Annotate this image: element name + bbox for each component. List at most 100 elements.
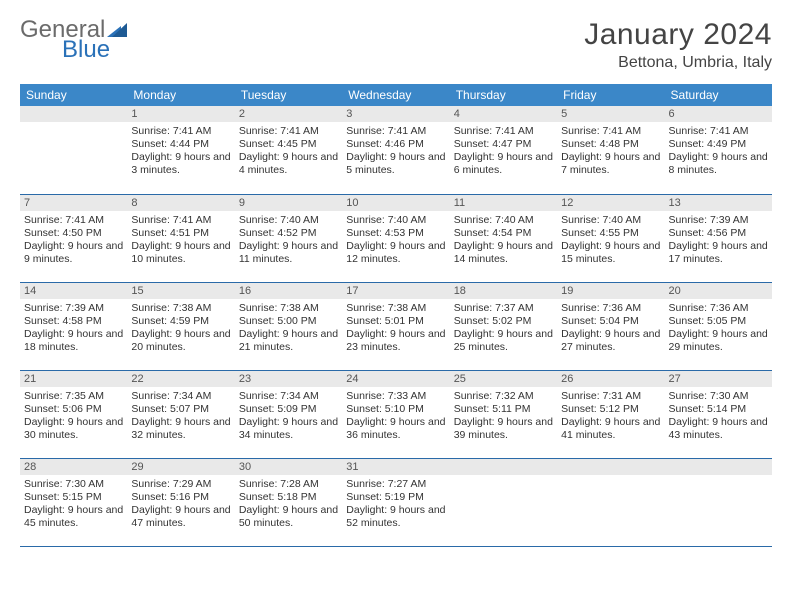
calendar-cell: 23Sunrise: 7:34 AMSunset: 5:09 PMDayligh… [235,370,342,458]
cell-body: Sunrise: 7:31 AMSunset: 5:12 PMDaylight:… [557,387,664,447]
day-number: 16 [235,283,342,299]
cell-line: Sunset: 5:12 PM [561,403,660,416]
cell-line: Sunrise: 7:40 AM [454,214,553,227]
cell-line: Daylight: 9 hours and 50 minutes. [239,504,338,530]
calendar-cell: 14Sunrise: 7:39 AMSunset: 4:58 PMDayligh… [20,282,127,370]
day-number: 24 [342,371,449,387]
cell-line: Sunset: 4:44 PM [131,138,230,151]
calendar-cell [557,458,664,546]
day-header: Friday [557,84,664,106]
calendar-cell: 18Sunrise: 7:37 AMSunset: 5:02 PMDayligh… [450,282,557,370]
cell-line: Sunset: 4:59 PM [131,315,230,328]
day-header: Sunday [20,84,127,106]
cell-line: Sunset: 5:02 PM [454,315,553,328]
cell-line: Sunset: 4:47 PM [454,138,553,151]
day-header: Tuesday [235,84,342,106]
calendar-cell: 17Sunrise: 7:38 AMSunset: 5:01 PMDayligh… [342,282,449,370]
cell-body: Sunrise: 7:32 AMSunset: 5:11 PMDaylight:… [450,387,557,447]
calendar-week-row: 28Sunrise: 7:30 AMSunset: 5:15 PMDayligh… [20,458,772,546]
cell-body: Sunrise: 7:41 AMSunset: 4:44 PMDaylight:… [127,122,234,182]
day-number: 26 [557,371,664,387]
calendar-body: 1Sunrise: 7:41 AMSunset: 4:44 PMDaylight… [20,106,772,546]
cell-line: Daylight: 9 hours and 18 minutes. [24,328,123,354]
calendar-cell: 27Sunrise: 7:30 AMSunset: 5:14 PMDayligh… [665,370,772,458]
day-number [20,106,127,122]
cell-line: Sunrise: 7:34 AM [131,390,230,403]
cell-line: Daylight: 9 hours and 41 minutes. [561,416,660,442]
cell-body: Sunrise: 7:38 AMSunset: 5:01 PMDaylight:… [342,299,449,359]
cell-line: Sunset: 4:58 PM [24,315,123,328]
cell-body: Sunrise: 7:34 AMSunset: 5:07 PMDaylight:… [127,387,234,447]
day-number: 4 [450,106,557,122]
cell-body: Sunrise: 7:41 AMSunset: 4:51 PMDaylight:… [127,211,234,271]
calendar-cell: 24Sunrise: 7:33 AMSunset: 5:10 PMDayligh… [342,370,449,458]
day-number: 29 [127,459,234,475]
day-number: 6 [665,106,772,122]
cell-line: Daylight: 9 hours and 39 minutes. [454,416,553,442]
cell-line: Sunset: 5:09 PM [239,403,338,416]
cell-line: Sunset: 5:00 PM [239,315,338,328]
calendar-cell: 3Sunrise: 7:41 AMSunset: 4:46 PMDaylight… [342,106,449,194]
cell-line: Daylight: 9 hours and 27 minutes. [561,328,660,354]
calendar-cell: 8Sunrise: 7:41 AMSunset: 4:51 PMDaylight… [127,194,234,282]
cell-line: Sunset: 5:16 PM [131,491,230,504]
cell-line: Daylight: 9 hours and 34 minutes. [239,416,338,442]
calendar-cell: 30 Sunrise: 7:28 AMSunset: 5:18 PMDayligh… [235,458,342,546]
day-number: 22 [127,371,234,387]
calendar-cell: 31Sunrise: 7:27 AMSunset: 5:19 PMDayligh… [342,458,449,546]
day-number: 7 [20,195,127,211]
cell-body: Sunrise: 7:39 AMSunset: 4:58 PMDaylight:… [20,299,127,359]
cell-line: Sunset: 5:04 PM [561,315,660,328]
day-number: 27 [665,371,772,387]
calendar-cell: 16Sunrise: 7:38 AMSunset: 5:00 PMDayligh… [235,282,342,370]
cell-body: Sunrise: 7:30 AMSunset: 5:14 PMDaylight:… [665,387,772,447]
calendar-cell: 25Sunrise: 7:32 AMSunset: 5:11 PMDayligh… [450,370,557,458]
cell-body: Sunrise: 7:37 AMSunset: 5:02 PMDaylight:… [450,299,557,359]
cell-line: Sunset: 4:51 PM [131,227,230,240]
cell-line: Sunrise: 7:41 AM [454,125,553,138]
cell-body: Sunrise: 7:40 AMSunset: 4:52 PMDaylight:… [235,211,342,271]
cell-line: Sunset: 4:56 PM [669,227,768,240]
cell-line: Sunset: 5:06 PM [24,403,123,416]
cell-line: Sunset: 4:55 PM [561,227,660,240]
day-header: Thursday [450,84,557,106]
calendar-cell: 26Sunrise: 7:31 AMSunset: 5:12 PMDayligh… [557,370,664,458]
day-number: 30 [235,459,342,475]
cell-line: Sunset: 5:11 PM [454,403,553,416]
calendar-week-row: 21Sunrise: 7:35 AMSunset: 5:06 PMDayligh… [20,370,772,458]
cell-line: Sunset: 4:45 PM [239,138,338,151]
calendar-cell: 19Sunrise: 7:36 AMSunset: 5:04 PMDayligh… [557,282,664,370]
cell-line: Sunrise: 7:30 AM [24,478,123,491]
cell-line: Daylight: 9 hours and 15 minutes. [561,240,660,266]
cell-line: Sunrise: 7:38 AM [239,302,338,315]
cell-line: Sunrise: 7:35 AM [24,390,123,403]
cell-body: Sunrise: 7:36 AMSunset: 5:04 PMDaylight:… [557,299,664,359]
cell-line: Daylight: 9 hours and 3 minutes. [131,151,230,177]
cell-body: Sunrise: 7:41 AMSunset: 4:49 PMDaylight:… [665,122,772,182]
cell-line: Sunrise: 7:34 AM [239,390,338,403]
cell-line: Sunrise: 7:28 AM [239,478,338,491]
calendar-cell [20,106,127,194]
calendar-cell: 4Sunrise: 7:41 AMSunset: 4:47 PMDaylight… [450,106,557,194]
page-header: GeneralBlue January 2024 Bettona, Umbria… [20,18,772,72]
cell-line: Sunset: 4:49 PM [669,138,768,151]
cell-line: Sunrise: 7:36 AM [561,302,660,315]
cell-line: Daylight: 9 hours and 30 minutes. [24,416,123,442]
cell-line: Sunrise: 7:32 AM [454,390,553,403]
cell-line: Daylight: 9 hours and 45 minutes. [24,504,123,530]
cell-line: Sunrise: 7:37 AM [454,302,553,315]
cell-line: Daylight: 9 hours and 25 minutes. [454,328,553,354]
cell-line: Sunset: 5:10 PM [346,403,445,416]
cell-line: Sunrise: 7:40 AM [561,214,660,227]
day-number: 5 [557,106,664,122]
day-number: 1 [127,106,234,122]
cell-line: Daylight: 9 hours and 8 minutes. [669,151,768,177]
day-number: 2 [235,106,342,122]
cell-body: Sunrise: 7:41 AMSunset: 4:46 PMDaylight:… [342,122,449,182]
day-number: 11 [450,195,557,211]
cell-line: Daylight: 9 hours and 36 minutes. [346,416,445,442]
cell-line: Sunrise: 7:41 AM [131,125,230,138]
calendar-cell: 21Sunrise: 7:35 AMSunset: 5:06 PMDayligh… [20,370,127,458]
day-number: 14 [20,283,127,299]
cell-line: Sunset: 5:18 PM [239,491,338,504]
